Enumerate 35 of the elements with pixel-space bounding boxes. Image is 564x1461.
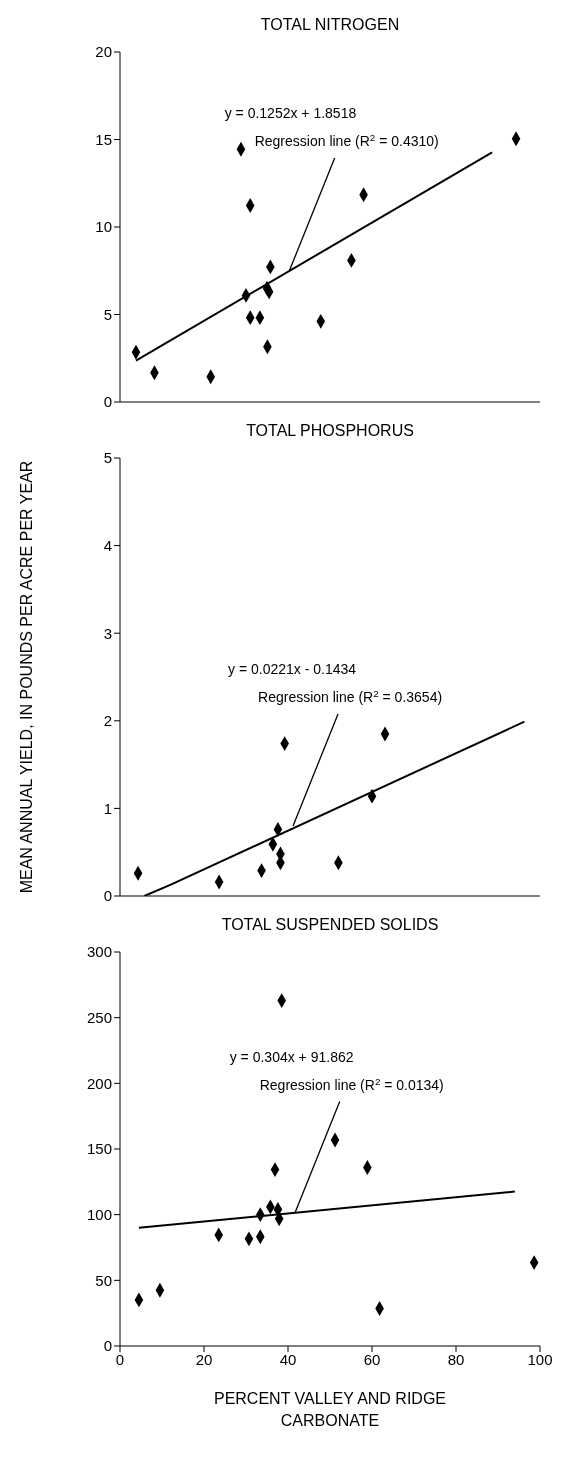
y-axis-title: MEAN ANNUAL YIELD, IN POUNDS PER ACRE PER YEAR <box>18 460 36 894</box>
y-tick-label: 50 <box>95 1271 112 1289</box>
chart-title: TOTAL NITROGEN <box>259 15 401 35</box>
y-tick-label: 100 <box>86 1205 112 1223</box>
x-tick-label: 100 <box>527 1350 553 1368</box>
y-tick-label: 0 <box>103 1337 112 1355</box>
chart-title: TOTAL SUSPENDED SOLIDS <box>220 915 440 935</box>
y-tick-label: 300 <box>86 943 112 961</box>
y-tick-label: 200 <box>86 1074 112 1092</box>
y-tick-label: 2 <box>103 712 112 730</box>
x-tick-label: 80 <box>447 1350 465 1368</box>
y-tick-label: 5 <box>103 449 112 467</box>
annotation: Regression line (R$^{2}$ = 0.3654) <box>258 687 443 705</box>
y-tick-label: 4 <box>103 536 112 554</box>
x-tick-label: 20 <box>195 1350 213 1368</box>
y-tick-label: 150 <box>86 1140 112 1158</box>
x-axis-title: PERCENT VALLEY AND RIDGE CARBONATE <box>212 1389 448 1431</box>
x-tick-label: 60 <box>363 1350 381 1368</box>
y-tick-label: 5 <box>103 305 112 323</box>
y-tick-label: 1 <box>103 799 112 817</box>
annotation: Regression line (R$^{2}$ = 0.0134) <box>259 1075 444 1093</box>
x-tick-label: 0 <box>115 1350 125 1368</box>
annotation: y = 0.1252x + 1.8518 <box>224 105 357 122</box>
y-tick-label: 0 <box>103 887 112 905</box>
x-tick-label: 40 <box>279 1350 297 1368</box>
annotation: Regression line (R$^{2}$ = 0.4310) <box>254 131 439 150</box>
y-tick-label: 10 <box>95 218 112 236</box>
annotation: y = 0.304x + 91.862 <box>229 1048 354 1065</box>
chart-title: TOTAL PHOSPHORUS <box>245 421 415 441</box>
y-tick-label: 3 <box>103 624 112 642</box>
y-tick-label: 0 <box>103 393 112 411</box>
annotation: y = 0.0221x - 0.1434 <box>228 660 357 677</box>
y-tick-label: 250 <box>86 1008 112 1026</box>
y-tick-label: 20 <box>95 43 112 61</box>
y-tick-label: 15 <box>95 130 112 148</box>
